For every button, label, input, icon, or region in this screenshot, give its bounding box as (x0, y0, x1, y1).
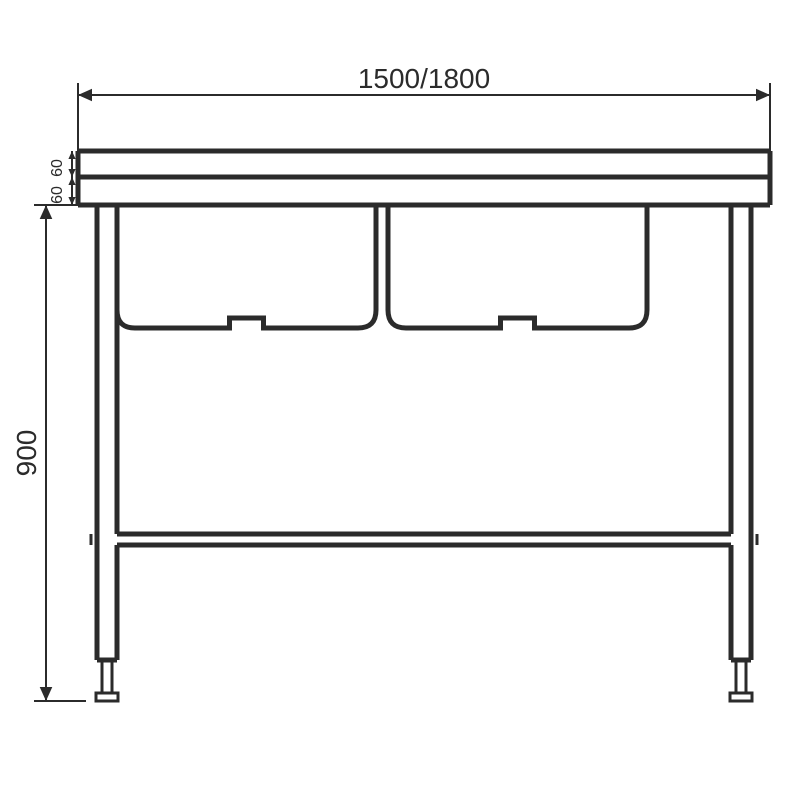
foot-right-pad (730, 693, 752, 701)
dim-width-label: 1500/1800 (358, 63, 490, 94)
foot-right-stem (736, 660, 746, 693)
foot-left-pad (96, 693, 118, 701)
dim-height-label: 900 (11, 430, 42, 477)
sink-bowl-2 (388, 205, 647, 328)
foot-left-stem (102, 660, 112, 693)
dim-60a-label: 60 (49, 159, 66, 177)
dim-60b-label: 60 (49, 186, 66, 204)
sink-bowl-1 (117, 205, 376, 328)
